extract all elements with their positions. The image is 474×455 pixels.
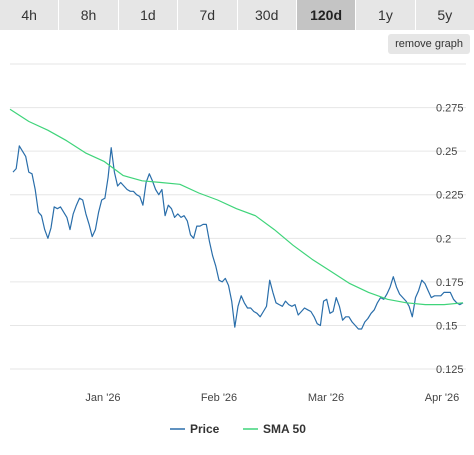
remove-graph-button[interactable]: remove graph (388, 34, 470, 54)
x-tick-label: Jan '26 (85, 392, 120, 404)
tab-1d[interactable]: 1d (118, 0, 179, 30)
x-tick-label: Mar '26 (308, 392, 344, 404)
y-tick-label: 0.175 (436, 277, 464, 289)
y-tick-label: 0.225 (436, 190, 464, 202)
y-tick-label: 0.275 (436, 103, 464, 115)
y-tick-label: 0.2 (436, 233, 451, 245)
tab-7d[interactable]: 7d (178, 0, 238, 30)
series-line-price (12, 145, 464, 330)
y-tick-label: 0.25 (436, 146, 457, 158)
tab-5y[interactable]: 5y (415, 0, 474, 30)
tab-120d[interactable]: 120d (296, 0, 357, 30)
y-tick-label: 0.15 (436, 320, 457, 332)
y-tick-label: 0.125 (436, 364, 464, 376)
tab-8h[interactable]: 8h (59, 0, 119, 30)
x-tick-label: Feb '26 (201, 392, 237, 404)
timeframe-tabs: 4h 8h 1d 7d 30d 120d 1y 5y (0, 0, 474, 30)
legend-label: SMA 50 (263, 422, 306, 436)
tab-1y[interactable]: 1y (356, 0, 416, 30)
tab-30d[interactable]: 30d (237, 0, 297, 30)
legend-label: Price (190, 422, 220, 436)
tab-4h[interactable]: 4h (0, 0, 60, 30)
x-tick-label: Apr '26 (425, 392, 460, 404)
series-line-sma-50 (9, 108, 464, 306)
